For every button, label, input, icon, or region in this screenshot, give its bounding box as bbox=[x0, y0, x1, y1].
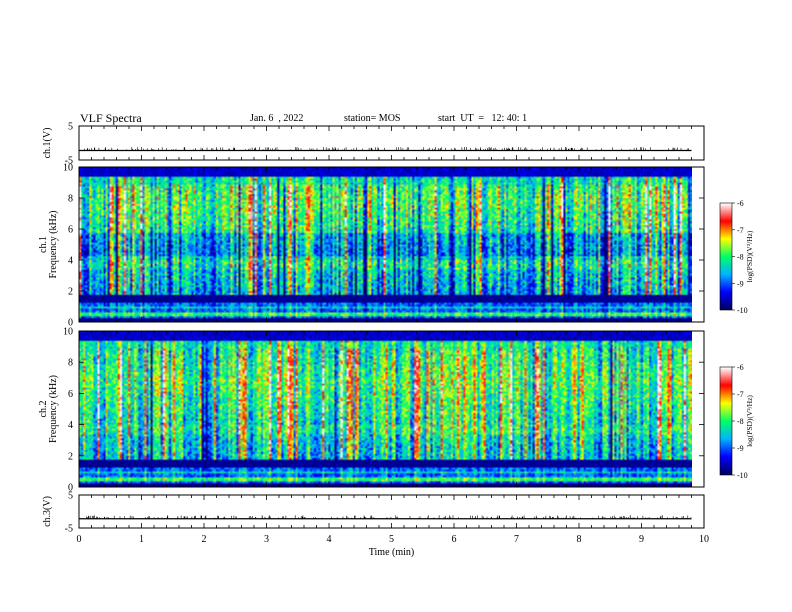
x-tick-label: 8 bbox=[577, 534, 582, 545]
y-tick-label: 8 bbox=[68, 194, 73, 205]
y-tick-label: -5 bbox=[65, 156, 73, 167]
x-tick-label: 3 bbox=[264, 534, 269, 545]
y-axis-label: ch.1 bbox=[38, 236, 49, 253]
signal-spikes-0 bbox=[84, 147, 689, 151]
x-tick-label: 1 bbox=[139, 534, 144, 545]
y-tick-label: 10 bbox=[63, 327, 73, 338]
colorbar-2 bbox=[720, 367, 732, 475]
y-tick-label: 4 bbox=[68, 256, 73, 267]
y-axis-label: ch.2 bbox=[38, 401, 49, 418]
colorbar-tick-label: -9 bbox=[737, 444, 744, 453]
y-tick-label: 4 bbox=[68, 420, 73, 431]
colorbar-tick-label: -6 bbox=[737, 199, 744, 208]
x-tick-label: 4 bbox=[327, 534, 332, 545]
y-tick-label: 8 bbox=[68, 358, 73, 369]
spectrogram-image-1 bbox=[79, 167, 692, 322]
colorbar-tick-label: -8 bbox=[737, 417, 744, 426]
panel-frame-0 bbox=[78, 125, 705, 161]
y-tick-label: 0 bbox=[68, 483, 73, 494]
y-axis-label: Frequency (kHz) bbox=[48, 375, 59, 443]
colorbar-tick-label: -9 bbox=[737, 279, 744, 288]
y-tick-label: -5 bbox=[65, 524, 73, 535]
colorbar-label: log(PSD)(V²/Hz) bbox=[745, 395, 754, 447]
y-axis-label: ch.3(V) bbox=[42, 496, 53, 527]
x-tick-label: 2 bbox=[202, 534, 207, 545]
colorbar-tick-label: -6 bbox=[737, 363, 744, 372]
y-tick-label: 5 bbox=[68, 122, 73, 133]
colorbar-label: log(PSD)(V²/Hz) bbox=[745, 230, 754, 282]
x-tick-label: 7 bbox=[514, 534, 519, 545]
y-tick-label: 2 bbox=[68, 451, 73, 462]
y-tick-label: 0 bbox=[68, 318, 73, 329]
station-label: station= MOS bbox=[344, 113, 401, 124]
date-label: Jan. 6 , 2022 bbox=[250, 113, 304, 124]
y-tick-label: 6 bbox=[68, 225, 73, 236]
y-axis-label: Frequency (kHz) bbox=[48, 210, 59, 278]
signal-spikes-3 bbox=[86, 515, 692, 519]
y-tick-label: 2 bbox=[68, 287, 73, 298]
x-tick-label: 6 bbox=[452, 534, 457, 545]
y-tick-label: 6 bbox=[68, 389, 73, 400]
x-axis-label: Time (min) bbox=[369, 547, 414, 558]
figure-title: VLF Spectra bbox=[80, 111, 142, 125]
x-tick-label: 9 bbox=[639, 534, 644, 545]
y-axis-label: ch.1(V) bbox=[42, 128, 53, 159]
colorbar-tick-label: -7 bbox=[737, 226, 744, 235]
colorbar-1 bbox=[720, 203, 732, 310]
x-tick-label: 10 bbox=[699, 534, 709, 545]
start-time-label: start UT = 12: 40: 1 bbox=[438, 113, 528, 124]
colorbar-tick-label: -10 bbox=[737, 471, 748, 480]
y-tick-label: 10 bbox=[63, 163, 73, 174]
spectrogram-image-2 bbox=[79, 331, 692, 487]
colorbar-tick-label: -8 bbox=[737, 253, 744, 262]
colorbar-tick-label: -7 bbox=[737, 390, 744, 399]
x-tick-label: 5 bbox=[389, 534, 394, 545]
colorbar-tick-label: -10 bbox=[737, 306, 748, 315]
x-tick-label: 0 bbox=[77, 534, 82, 545]
y-tick-label: 5 bbox=[68, 491, 73, 502]
